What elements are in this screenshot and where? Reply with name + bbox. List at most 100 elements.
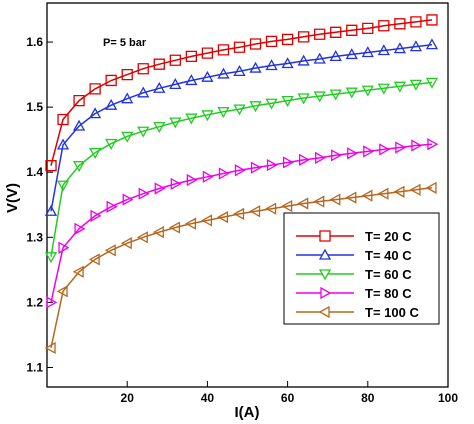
data-point (74, 222, 86, 235)
data-point (329, 50, 342, 62)
data-point (265, 202, 277, 215)
data-point (106, 200, 118, 213)
data-point (297, 93, 310, 105)
axis-ticks: 20 40 60 80 100 1.1 1.2 1.3 1.4 1.5 1.6 (26, 35, 458, 405)
series-3 (44, 77, 439, 264)
data-point (249, 38, 262, 50)
data-point (46, 296, 58, 309)
series-line (50, 143, 433, 303)
data-point (266, 158, 278, 172)
data-point (233, 41, 246, 53)
x-tick-label: 100 (438, 391, 458, 405)
data-point (346, 24, 358, 36)
data-point (170, 177, 182, 191)
series-line (50, 43, 433, 212)
data-point (425, 77, 439, 89)
data-point (185, 113, 198, 125)
legend-entry: T= 40 C (296, 248, 412, 263)
y-tick-label: 1.2 (26, 295, 43, 309)
data-point (201, 110, 214, 122)
data-point (265, 59, 278, 71)
x-axis-label: I(A) (235, 404, 260, 421)
series-line (50, 187, 433, 349)
data-point (153, 122, 166, 133)
data-point (152, 225, 164, 239)
legend-marker (318, 305, 330, 319)
data-point (105, 98, 118, 110)
data-point (72, 161, 86, 173)
data-point (345, 87, 358, 99)
data-point (361, 46, 374, 58)
data-point (249, 61, 262, 73)
data-point (44, 252, 58, 264)
legend-label: T= 80 C (365, 286, 412, 301)
data-point (121, 92, 134, 104)
data-point (104, 244, 116, 257)
legend-entry: T= 60 C (296, 267, 412, 282)
data-point (233, 104, 246, 116)
data-point (137, 126, 150, 138)
data-point (72, 265, 84, 278)
data-point (121, 131, 134, 143)
y-tick-label: 1.5 (26, 100, 43, 114)
data-point (313, 195, 325, 208)
data-point (201, 70, 214, 82)
data-point (362, 22, 374, 35)
data-point (281, 199, 293, 213)
data-point (153, 81, 166, 93)
data-point (393, 81, 406, 93)
data-point (169, 78, 182, 90)
legend-marker (320, 286, 332, 300)
data-point (56, 285, 68, 298)
data-point (44, 204, 58, 216)
data-point (425, 38, 439, 50)
data-point (409, 40, 423, 52)
legend-label: T= 100 C (365, 305, 419, 320)
legend-label: T= 20 C (365, 229, 412, 244)
legend-label: T= 60 C (365, 267, 412, 282)
x-tick-label: 40 (201, 391, 215, 405)
y-tick-label: 1.3 (26, 230, 43, 244)
data-point (185, 50, 198, 63)
data-point (411, 139, 423, 152)
series-1 (45, 14, 438, 172)
series-4 (46, 138, 439, 309)
data-point (89, 148, 102, 160)
data-point (314, 28, 326, 40)
data-point (217, 107, 230, 119)
data-point (345, 191, 357, 204)
data-point (73, 94, 85, 107)
data-point (136, 231, 148, 244)
data-point (201, 47, 214, 59)
data-point (122, 193, 134, 206)
data-point (153, 58, 165, 70)
series-layer (44, 14, 439, 355)
data-point (169, 117, 182, 129)
data-point (88, 253, 100, 266)
data-point (281, 95, 294, 107)
data-point (361, 85, 374, 97)
data-point (58, 241, 70, 254)
legend-entry: T= 80 C (296, 286, 412, 301)
legend-marker (319, 230, 331, 242)
data-point (185, 74, 198, 86)
data-point (427, 138, 439, 151)
data-point (120, 237, 132, 250)
data-point (395, 141, 407, 154)
data-point (89, 107, 102, 119)
data-point (361, 189, 373, 202)
data-point (313, 91, 326, 103)
data-point (330, 26, 342, 38)
legend-box (283, 212, 440, 325)
data-point (345, 48, 358, 60)
annotation-pressure: P= 5 bar (103, 37, 147, 49)
data-point (377, 83, 390, 95)
data-point (234, 164, 246, 177)
data-point (377, 187, 389, 200)
data-point (137, 63, 149, 75)
x-tick-label: 80 (361, 391, 375, 405)
data-point (202, 170, 214, 183)
series-2 (44, 38, 439, 216)
data-point (347, 147, 359, 160)
data-point (313, 52, 326, 64)
